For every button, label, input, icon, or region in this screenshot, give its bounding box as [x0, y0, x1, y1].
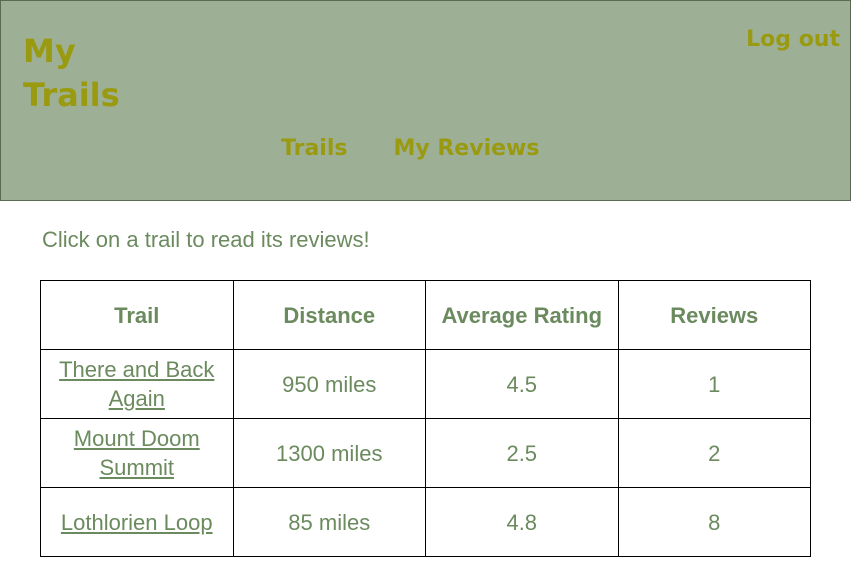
trail-link[interactable]: There and Back Again — [59, 357, 215, 411]
logout-link[interactable]: Log out — [746, 27, 840, 52]
site-header: My Trails Log out Trails My Reviews — [0, 0, 851, 201]
column-header-reviews: Reviews — [617, 280, 811, 350]
distance-cell: 85 miles — [232, 487, 426, 557]
table-row: There and Back Again 950 miles 4.5 1 — [40, 349, 811, 419]
main-nav: Trails My Reviews — [281, 136, 539, 161]
column-header-distance: Distance — [232, 280, 426, 350]
column-header-average-rating: Average Rating — [425, 280, 619, 350]
distance-cell: 950 miles — [232, 349, 426, 419]
trail-link[interactable]: Mount Doom Summit — [73, 426, 200, 480]
table-row: Lothlorien Loop 85 miles 4.8 8 — [40, 487, 811, 557]
table-header-row: Trail Distance Average Rating Reviews — [40, 280, 811, 350]
nav-link-trails[interactable]: Trails — [281, 136, 348, 161]
reviews-count-cell: 8 — [617, 487, 811, 557]
trail-cell: There and Back Again — [40, 349, 234, 419]
trail-cell: Mount Doom Summit — [40, 418, 234, 488]
trail-link[interactable]: Lothlorien Loop — [60, 509, 213, 535]
nav-link-my-reviews[interactable]: My Reviews — [393, 136, 540, 161]
reviews-count-cell: 2 — [617, 418, 811, 488]
rating-cell: 2.5 — [425, 418, 619, 488]
rating-cell: 4.5 — [425, 349, 619, 419]
reviews-count-cell: 1 — [617, 349, 811, 419]
distance-cell: 1300 miles — [232, 418, 426, 488]
intro-text: Click on a trail to read its reviews! — [42, 227, 370, 252]
trails-table: Trail Distance Average Rating Reviews Th… — [40, 280, 811, 557]
table-row: Mount Doom Summit 1300 miles 2.5 2 — [40, 418, 811, 488]
column-header-trail: Trail — [40, 280, 234, 350]
rating-cell: 4.8 — [425, 487, 619, 557]
trail-cell: Lothlorien Loop — [40, 487, 234, 557]
site-brand[interactable]: My Trails — [23, 32, 120, 114]
